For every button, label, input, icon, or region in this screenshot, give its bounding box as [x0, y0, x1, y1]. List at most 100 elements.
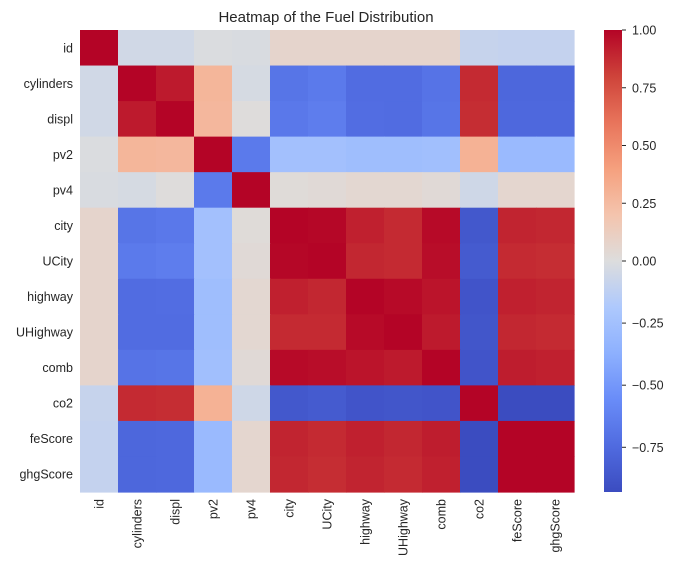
- heatmap-cell: [422, 278, 461, 315]
- row-label: UCity: [42, 255, 73, 269]
- heatmap-cell: [270, 136, 309, 173]
- heatmap-cell: [536, 243, 575, 280]
- column-label: UCity: [321, 498, 335, 529]
- heatmap-cell: [232, 101, 271, 138]
- heatmap-cell: [80, 172, 119, 209]
- heatmap-cell: [422, 349, 461, 386]
- heatmap-cell: [194, 30, 233, 67]
- heatmap-cell: [498, 278, 537, 315]
- heatmap-cell: [536, 456, 575, 493]
- heatmap-cell: [460, 30, 499, 67]
- heatmap-cell: [536, 172, 575, 209]
- heatmap-cell: [270, 385, 309, 422]
- heatmap-cell: [308, 30, 347, 67]
- heatmap-cell: [156, 136, 195, 173]
- heatmap-cell: [80, 65, 119, 102]
- heatmap-cell: [80, 101, 119, 138]
- row-label: co2: [53, 397, 73, 411]
- heatmap-cell: [156, 385, 195, 422]
- heatmap-cell: [384, 243, 423, 280]
- heatmap-cell: [422, 456, 461, 493]
- heatmap-cell: [536, 30, 575, 67]
- heatmap-cell: [80, 243, 119, 280]
- heatmap-cell: [118, 314, 157, 351]
- heatmap-cell: [422, 172, 461, 209]
- heatmap-cell: [460, 314, 499, 351]
- heatmap-cell: [270, 101, 309, 138]
- heatmap-cell: [422, 207, 461, 244]
- row-label: highway: [27, 290, 74, 304]
- heatmap-cell: [80, 349, 119, 386]
- heatmap-cell: [422, 420, 461, 458]
- heatmap-cell: [384, 278, 423, 315]
- heatmap-cell: [118, 385, 157, 422]
- heatmap-cell: [536, 101, 575, 138]
- heatmap-cell: [346, 349, 385, 386]
- heatmap-cell: [156, 207, 195, 244]
- column-label: highway: [359, 498, 373, 545]
- heatmap-cell: [232, 420, 271, 458]
- heatmap-cell: [194, 278, 233, 315]
- heatmap-cell: [422, 101, 461, 138]
- heatmap-cell: [118, 456, 157, 493]
- heatmap-cell: [460, 65, 499, 102]
- heatmap-cell: [460, 136, 499, 173]
- heatmap-cell: [536, 420, 575, 458]
- heatmap-cell: [498, 243, 537, 280]
- heatmap-cell: [346, 30, 385, 67]
- colorbar-tick-label: 1.00: [632, 24, 656, 38]
- heatmap-cell: [346, 101, 385, 138]
- heatmap-cell: [498, 207, 537, 244]
- heatmap-cell: [270, 349, 309, 386]
- heatmap-cell: [498, 314, 537, 351]
- heatmap-cell: [536, 65, 575, 102]
- heatmap-cell: [460, 385, 499, 422]
- heatmap-cell: [118, 65, 157, 102]
- heatmap-cell: [384, 65, 423, 102]
- heatmap-cell: [308, 101, 347, 138]
- heatmap-cell: [118, 243, 157, 280]
- heatmap-cell: [346, 243, 385, 280]
- heatmap-cell: [80, 385, 119, 422]
- heatmap-cell: [156, 278, 195, 315]
- heatmap-cell: [384, 30, 423, 67]
- heatmap-cell: [118, 278, 157, 315]
- row-label: pv4: [53, 183, 73, 197]
- heatmap-cell: [80, 456, 119, 493]
- heatmap-cell: [232, 385, 271, 422]
- heatmap-cell: [384, 101, 423, 138]
- heatmap-cell: [156, 30, 195, 67]
- heatmap-cell: [118, 207, 157, 244]
- heatmap-cell: [232, 136, 271, 173]
- column-label: pv2: [207, 499, 221, 519]
- heatmap-cell: [156, 101, 195, 138]
- heatmap-cell: [232, 172, 271, 209]
- row-label: ghgScore: [19, 468, 73, 482]
- heatmap-cell: [460, 172, 499, 209]
- heatmap-cell: [194, 385, 233, 422]
- heatmap-cell: [232, 30, 271, 67]
- heatmap-cell: [536, 136, 575, 173]
- colorbar-tick-label: 0.25: [632, 197, 656, 211]
- heatmap-cell: [308, 278, 347, 315]
- heatmap-cell: [156, 314, 195, 351]
- heatmap-cell: [384, 136, 423, 173]
- heatmap-cell: [498, 136, 537, 173]
- heatmap-cell: [156, 349, 195, 386]
- heatmap-cell: [536, 385, 575, 422]
- heatmap-cell: [460, 278, 499, 315]
- heatmap-cell: [460, 456, 499, 493]
- heatmap-cell: [498, 30, 537, 67]
- heatmap-cell: [156, 65, 195, 102]
- heatmap-cell: [232, 314, 271, 351]
- heatmap-cell: [346, 385, 385, 422]
- heatmap-cell: [460, 420, 499, 458]
- heatmap-cell: [118, 349, 157, 386]
- heatmap-cell: [80, 136, 119, 173]
- heatmap-cell: [384, 207, 423, 244]
- heatmap-cell: [422, 243, 461, 280]
- heatmap-cell: [308, 456, 347, 493]
- heatmap-cell: [194, 65, 233, 102]
- colorbar-ticks: 1.00 0.75 0.50 0.25 0.00 −0.25 −0.50 −0.75: [622, 24, 664, 455]
